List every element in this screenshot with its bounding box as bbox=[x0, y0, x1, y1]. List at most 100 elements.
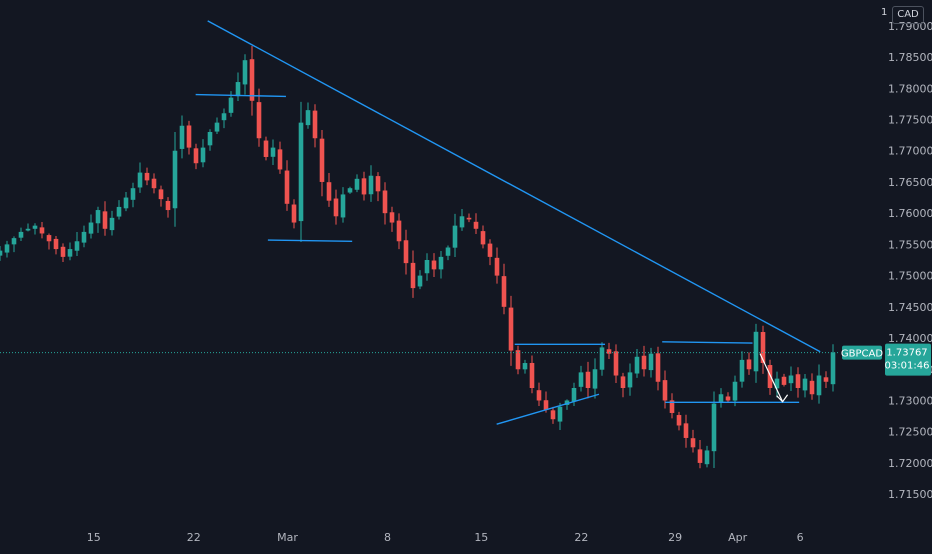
candle-body bbox=[459, 216, 465, 228]
candle-body bbox=[25, 228, 31, 231]
candle-body bbox=[662, 380, 668, 401]
time-tick-label: 8 bbox=[384, 531, 391, 544]
candle-body bbox=[592, 369, 598, 389]
time-tick-label: 15 bbox=[474, 531, 488, 544]
candle-body bbox=[200, 147, 206, 163]
candle-body bbox=[333, 198, 339, 217]
price-tick-label: 1.78000 bbox=[888, 82, 932, 95]
candle-body bbox=[690, 438, 696, 448]
candle-body bbox=[347, 188, 353, 193]
candle-body bbox=[46, 235, 52, 242]
descending-trendline[interactable] bbox=[207, 20, 821, 353]
candle-body bbox=[305, 110, 311, 126]
candle-body bbox=[284, 170, 290, 204]
candle-body bbox=[438, 256, 444, 270]
symbol-tag-label: GBPCAD bbox=[841, 349, 883, 360]
candle-body bbox=[193, 148, 199, 164]
drawn-line-1[interactable] bbox=[267, 239, 353, 242]
candle-body bbox=[130, 188, 136, 200]
candle-body bbox=[410, 262, 416, 289]
drawn-line-3[interactable] bbox=[662, 341, 753, 344]
candle-body bbox=[802, 378, 808, 391]
candle-body bbox=[641, 355, 647, 370]
price-tick-label: 1.76000 bbox=[888, 207, 932, 220]
candle-body bbox=[319, 138, 325, 182]
candle-body bbox=[263, 140, 269, 157]
candle-body bbox=[4, 244, 10, 253]
candle-body bbox=[0, 250, 3, 256]
candle-body bbox=[375, 176, 381, 192]
candle-body bbox=[655, 353, 661, 382]
candle-body bbox=[179, 125, 185, 149]
candle-body bbox=[515, 350, 521, 370]
price-tick-label: 1.72500 bbox=[888, 426, 932, 439]
candle-body bbox=[606, 349, 612, 354]
drawings-layer[interactable] bbox=[195, 20, 821, 425]
candle-body bbox=[214, 122, 220, 132]
time-tick-label: Mar bbox=[277, 531, 298, 544]
candle-body bbox=[235, 82, 241, 97]
candle-body bbox=[620, 376, 626, 388]
price-tick-label: 1.77000 bbox=[888, 145, 932, 158]
candle-body bbox=[529, 362, 535, 388]
candle-body bbox=[270, 147, 276, 157]
candle-body bbox=[340, 194, 346, 218]
price-tick-label: 1.75000 bbox=[888, 270, 932, 283]
candle-body bbox=[585, 371, 591, 388]
candle-body bbox=[830, 352, 836, 385]
candle-body bbox=[809, 380, 815, 395]
candle-body bbox=[242, 60, 248, 85]
candle-body bbox=[452, 225, 458, 248]
drawn-line-4[interactable] bbox=[496, 393, 600, 425]
projection-arrow[interactable] bbox=[759, 353, 784, 402]
candle-body bbox=[417, 275, 423, 287]
candle-body bbox=[725, 396, 731, 401]
price-tick-label: 1.74500 bbox=[888, 301, 932, 314]
candle-body bbox=[557, 406, 563, 422]
candle-body bbox=[816, 375, 822, 396]
price-scale-prefix: 1 bbox=[881, 7, 888, 18]
candle-body bbox=[732, 381, 738, 401]
candle-body bbox=[256, 102, 262, 139]
candle-body bbox=[767, 365, 773, 388]
time-tick-label: 29 bbox=[668, 531, 682, 544]
candle-body bbox=[683, 423, 689, 438]
candle-body bbox=[613, 351, 619, 376]
symbol-tag[interactable]: GBPCAD bbox=[841, 345, 883, 360]
candle-body bbox=[648, 353, 654, 371]
candle-body bbox=[249, 59, 255, 101]
candle-body bbox=[312, 110, 318, 139]
candle-body bbox=[11, 238, 17, 245]
candle-body bbox=[599, 347, 605, 370]
candle-body bbox=[151, 178, 157, 189]
candle-body bbox=[704, 450, 710, 465]
candle-body bbox=[445, 247, 451, 256]
drawn-line-0[interactable] bbox=[195, 93, 286, 98]
candle-body bbox=[676, 415, 682, 426]
price-tag[interactable]: 1.73767 03:01:46 bbox=[885, 343, 931, 376]
candle-body bbox=[466, 217, 472, 220]
candle-body bbox=[39, 227, 45, 234]
candle-body bbox=[431, 260, 437, 270]
candle-body bbox=[473, 221, 479, 229]
candle-body bbox=[32, 225, 38, 229]
candle-body bbox=[522, 363, 528, 370]
price-tick-label: 1.71500 bbox=[888, 488, 932, 501]
candle-body bbox=[627, 372, 633, 388]
candle-body bbox=[221, 113, 227, 121]
candle-body bbox=[88, 222, 94, 234]
candle-body bbox=[95, 210, 101, 224]
candle-body bbox=[634, 356, 640, 374]
candle-body bbox=[536, 390, 542, 401]
time-axis[interactable]: 15 22 Mar 8 15 22 29 Apr 6 bbox=[87, 531, 804, 544]
time-tick-label: 22 bbox=[574, 531, 588, 544]
candle-body bbox=[186, 125, 192, 148]
candle-body bbox=[81, 231, 87, 243]
candle-body bbox=[487, 243, 493, 257]
candle-body bbox=[480, 231, 486, 245]
candle-body bbox=[389, 212, 395, 223]
currency-badge[interactable]: CAD bbox=[892, 6, 924, 24]
candle-body bbox=[424, 260, 430, 274]
